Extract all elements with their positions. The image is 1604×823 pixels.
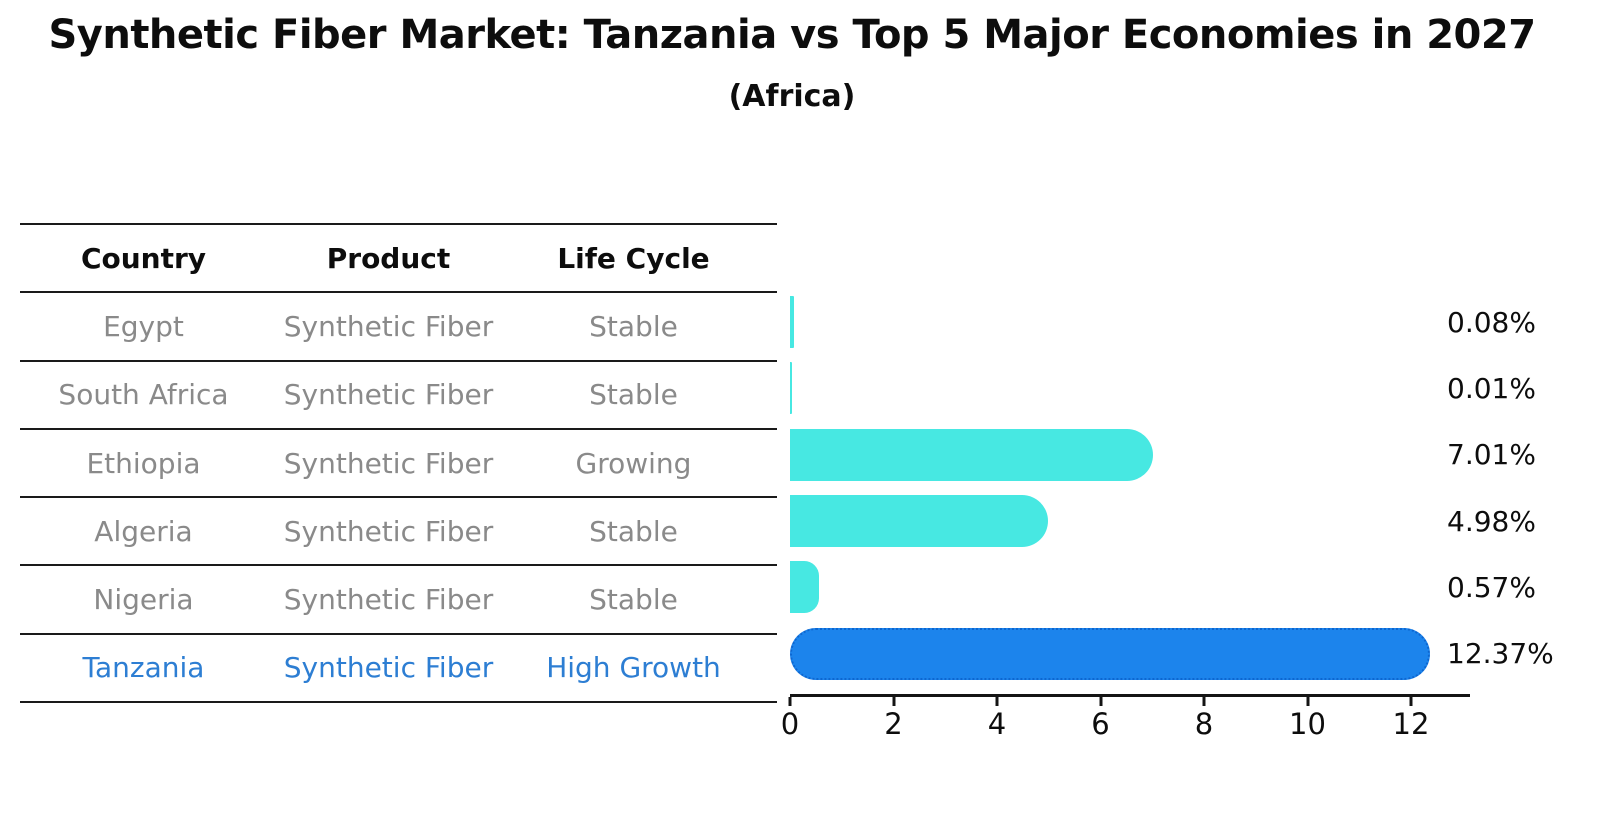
table-header-row: Country Product Life Cycle: [20, 223, 777, 291]
bar-tanzania: [790, 627, 1431, 680]
cell-product: Synthetic Fiber: [283, 378, 494, 412]
bar-plot-area: [790, 289, 1470, 687]
cell-country: South Africa: [58, 378, 229, 412]
table-row-tanzania: Tanzania Synthetic Fiber High Growth: [20, 632, 777, 701]
x-tick-mark: [1099, 697, 1102, 706]
cell-country: Algeria: [94, 514, 193, 548]
x-tick-label: 2: [884, 707, 903, 741]
x-tick-mark: [788, 697, 792, 706]
bar-row-south-africa: [790, 355, 1470, 421]
cell-country: Nigeria: [93, 583, 194, 617]
cell-life-cycle: Stable: [589, 309, 678, 343]
bar-egypt: [790, 296, 795, 348]
table-row-ethiopia: Ethiopia Synthetic Fiber Growing: [20, 427, 777, 496]
value-label-tanzania: 12.37%: [1447, 637, 1554, 671]
bar-row-nigeria: [790, 554, 1470, 620]
x-tick-label: 10: [1289, 707, 1326, 741]
cell-life-cycle: Growing: [575, 446, 692, 480]
x-tick-mark: [1306, 697, 1309, 706]
column-header-country: Country: [80, 241, 207, 275]
value-label-south-africa: 0.01%: [1447, 371, 1536, 405]
country-table: Country Product Life Cycle Egypt Synthet…: [20, 223, 777, 704]
bar-row-tanzania: [790, 621, 1470, 687]
x-tick-label: 0: [780, 707, 800, 741]
x-tick-label: 4: [987, 707, 1007, 741]
bar-algeria: [790, 494, 1048, 547]
value-label-column: 0.08% 0.01% 7.01% 4.98% 0.57% 12.37%: [1447, 289, 1597, 687]
x-tick-label: 8: [1194, 707, 1214, 741]
cell-life-cycle: Stable: [589, 514, 678, 548]
table-row-nigeria: Nigeria Synthetic Fiber Stable: [20, 564, 777, 632]
cell-product: Synthetic Fiber: [283, 514, 494, 548]
table-row-egypt: Egypt Synthetic Fiber Stable: [20, 291, 777, 359]
cell-product: Synthetic Fiber: [283, 309, 494, 343]
x-tick-label: 12: [1392, 707, 1430, 741]
value-label-nigeria: 0.57%: [1447, 570, 1536, 604]
cell-life-cycle: Stable: [589, 378, 678, 412]
x-axis-line: [790, 694, 1470, 697]
column-header-product: Product: [326, 241, 451, 275]
x-tick-mark: [1202, 697, 1206, 706]
bar-row-ethiopia: [790, 422, 1470, 488]
cell-life-cycle: High Growth: [546, 651, 721, 685]
bar-row-egypt: [790, 289, 1470, 355]
bar-row-algeria: [790, 488, 1470, 554]
cell-country: Egypt: [103, 309, 184, 343]
table-row-algeria: Algeria Synthetic Fiber Stable: [20, 496, 777, 564]
table-row-south-africa: South Africa Synthetic Fiber Stable: [20, 359, 777, 428]
cell-product: Synthetic Fiber: [283, 583, 494, 617]
bar-nigeria: [790, 561, 820, 614]
value-label-egypt: 0.08%: [1447, 305, 1536, 339]
chart-title: Synthetic Fiber Market: Tanzania vs Top …: [48, 12, 1536, 58]
x-tick-label: 6: [1091, 707, 1110, 741]
chart-subtitle: (Africa): [728, 79, 856, 114]
bar-south-africa: [790, 362, 792, 415]
cell-country: Tanzania: [82, 651, 205, 685]
value-label-algeria: 4.98%: [1447, 504, 1536, 538]
bar-ethiopia: [790, 428, 1153, 481]
x-tick-mark: [995, 697, 999, 706]
cell-product: Synthetic Fiber: [283, 446, 494, 480]
x-tick-mark: [1409, 697, 1413, 706]
cell-life-cycle: Stable: [589, 583, 678, 617]
value-label-ethiopia: 7.01%: [1447, 438, 1536, 472]
column-header-life-cycle: Life Cycle: [557, 241, 710, 275]
x-tick-mark: [892, 697, 895, 706]
cell-product: Synthetic Fiber: [283, 651, 494, 685]
cell-country: Ethiopia: [86, 446, 201, 480]
